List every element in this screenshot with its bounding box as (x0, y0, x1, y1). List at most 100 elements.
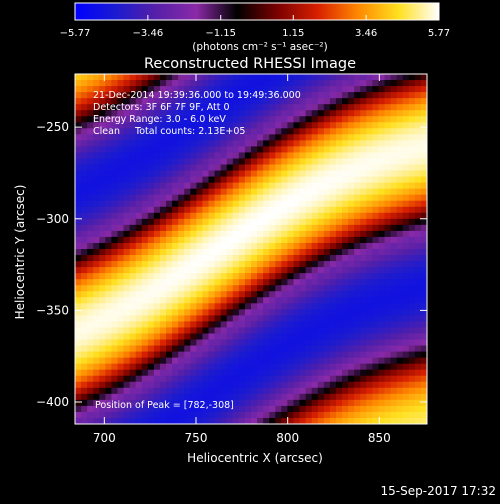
heatmap-cell (354, 98, 361, 105)
heatmap-cell (93, 393, 100, 401)
heatmap-cell (372, 80, 379, 87)
heatmap-cell (87, 303, 94, 310)
heatmap-cell (281, 128, 288, 135)
heatmap-cell (305, 158, 313, 165)
heatmap-cell (159, 140, 167, 147)
heatmap-cell (111, 327, 118, 334)
heatmap-cell (220, 297, 228, 304)
heatmap-cell (360, 194, 367, 202)
heatmap-cell (263, 230, 270, 238)
heatmap-cell (87, 158, 94, 165)
heatmap-cell (105, 128, 112, 135)
heatmap-cell (408, 230, 416, 238)
heatmap-cell (342, 188, 349, 196)
heatmap-cell (287, 230, 294, 238)
heatmap-cell (166, 261, 173, 268)
heatmap-cell (147, 86, 155, 93)
heatmap-cell (147, 315, 155, 322)
heatmap-cell (360, 152, 367, 159)
heatmap-cell (263, 224, 270, 232)
heatmap-cell (287, 315, 294, 322)
heatmap-cell (414, 242, 422, 250)
heatmap-cell (299, 134, 307, 141)
heatmap-cell (172, 321, 179, 328)
heatmap-cell (317, 345, 325, 352)
heatmap-cell (184, 80, 191, 87)
heatmap-cell (372, 188, 379, 196)
heatmap-cell (178, 200, 185, 208)
heatmap-cell (147, 327, 155, 334)
heatmap-cell (354, 80, 361, 87)
colorbar-tick-label: 5.77 (428, 28, 450, 39)
heatmap-cell (178, 230, 185, 238)
heatmap-cell (111, 285, 118, 292)
heatmap-cell (117, 405, 124, 413)
heatmap-cell (281, 182, 288, 190)
heatmap-cell (87, 242, 94, 250)
heatmap-cell (184, 375, 191, 383)
heatmap-cell (232, 140, 240, 147)
heatmap-cell (329, 339, 337, 346)
heatmap-cell (75, 249, 82, 256)
heatmap-cell (390, 224, 398, 232)
heatmap-cell (129, 261, 137, 268)
heatmap-cell (305, 255, 313, 262)
heatmap-cell (408, 212, 416, 220)
heatmap-cell (311, 285, 319, 292)
heatmap-cell (81, 206, 88, 214)
heatmap-cell (311, 267, 319, 274)
heatmap-cell (329, 381, 337, 389)
heatmap-cell (99, 309, 106, 316)
heatmap-cell (147, 363, 155, 371)
heatmap-cell (196, 255, 203, 262)
heatmap-cell (129, 345, 137, 352)
heatmap-cell (184, 297, 191, 304)
heatmap-cell (111, 315, 118, 322)
heatmap-cell (323, 351, 331, 359)
heatmap-cell (93, 387, 100, 395)
heatmap-cell (269, 188, 276, 196)
heatmap-cell (166, 104, 173, 111)
heatmap-cell (354, 279, 361, 286)
heatmap-cell (329, 236, 337, 244)
heatmap-cell (93, 242, 100, 250)
heatmap-cell (184, 236, 191, 244)
heatmap-cell (323, 92, 331, 99)
heatmap-cell (281, 188, 288, 196)
heatmap-cell (75, 339, 82, 346)
heatmap-cell (202, 393, 209, 401)
heatmap-cell (390, 110, 398, 117)
heatmap-cell (196, 110, 203, 117)
heatmap-cell (220, 381, 228, 389)
heatmap-cell (390, 405, 398, 413)
heatmap-cell (378, 200, 385, 208)
heatmap-cell (153, 104, 161, 111)
heatmap-cell (111, 339, 118, 346)
heatmap-cell (99, 417, 106, 425)
heatmap-cell (141, 80, 149, 87)
heatmap-cell (166, 158, 173, 165)
heatmap-cell (135, 309, 143, 316)
heatmap-cell (184, 206, 191, 214)
heatmap-cell (408, 297, 416, 304)
heatmap-cell (87, 206, 94, 214)
heatmap-cell (335, 261, 343, 268)
heatmap-cell (372, 86, 379, 93)
heatmap-cell (172, 303, 179, 310)
heatmap-cell (396, 309, 404, 316)
heatmap-cell (147, 279, 155, 286)
heatmap-cell (111, 134, 118, 141)
heatmap-cell (93, 327, 100, 334)
heatmap-cell (226, 134, 234, 141)
heatmap-cell (178, 309, 185, 316)
heatmap-cell (360, 363, 367, 371)
heatmap-cell (105, 164, 112, 171)
heatmap-cell (311, 176, 319, 184)
heatmap-cell (378, 381, 385, 389)
heatmap-cell (208, 176, 215, 184)
heatmap-cell (420, 206, 428, 214)
heatmap-cell (178, 369, 185, 377)
heatmap-cell (396, 176, 404, 184)
heatmap-cell (153, 194, 161, 202)
heatmap-cell (129, 98, 137, 105)
